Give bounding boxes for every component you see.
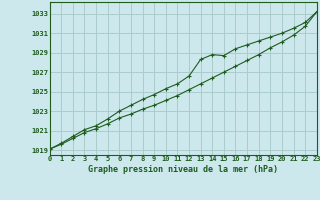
X-axis label: Graphe pression niveau de la mer (hPa): Graphe pression niveau de la mer (hPa) [88, 165, 278, 174]
